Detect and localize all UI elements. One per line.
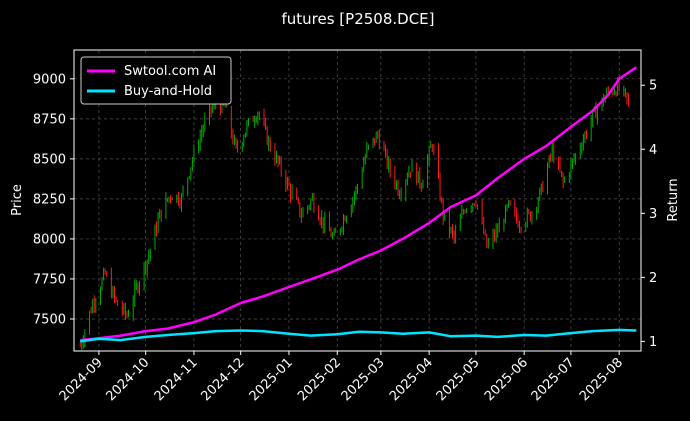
buy-hold-return-line: [80, 328, 637, 343]
legend: Swtool.com AI Buy-and-Hold: [80, 56, 232, 105]
swtool-return-line: [80, 66, 637, 342]
right-y-axis: 1 2 3 4 5: [641, 79, 657, 350]
y-tick-label: 8500: [33, 152, 66, 167]
y2-tick-label: 5: [649, 79, 657, 94]
legend-label-swtool: Swtool.com AI: [124, 64, 216, 79]
y-tick-label: 8250: [33, 192, 66, 207]
y2-axis-label: Return: [666, 178, 681, 221]
left-y-axis: 7500 7750 8000 8250 8500 8750 9000: [33, 72, 74, 327]
y-axis-label: Price: [10, 184, 25, 216]
return-lines: [80, 66, 637, 343]
y-tick-label: 8000: [33, 232, 66, 247]
plot-frame: [73, 49, 642, 352]
y2-tick-label: 2: [649, 271, 657, 286]
chart-title: futures [P2508.DCE]: [281, 10, 434, 28]
y-tick-label: 7500: [33, 312, 66, 327]
legend-label-buy-hold: Buy-and-Hold: [124, 84, 212, 99]
y-tick-label: 8750: [33, 112, 66, 127]
y2-tick-label: 3: [649, 207, 657, 222]
y2-tick-label: 1: [649, 335, 657, 350]
price-candles: [79, 74, 630, 350]
y-tick-label: 7750: [33, 272, 66, 287]
y-tick-label: 9000: [33, 72, 66, 87]
legend-box: [80, 56, 232, 105]
y2-tick-label: 4: [649, 143, 657, 158]
